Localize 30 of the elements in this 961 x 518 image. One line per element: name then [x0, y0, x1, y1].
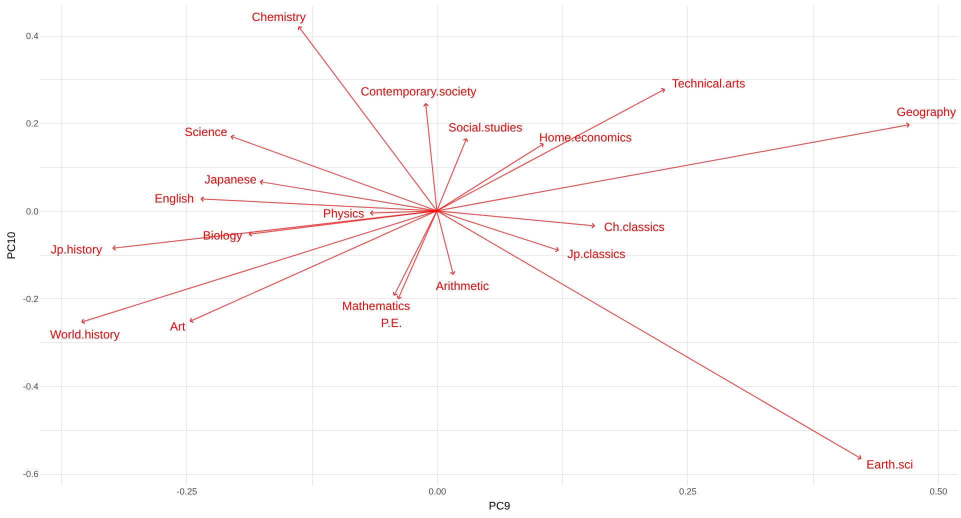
data-label: Earth.sci — [866, 458, 914, 472]
x-axis-title: PC9 — [488, 500, 510, 512]
data-label: Chemistry — [252, 10, 306, 24]
y-tick-label: 0.2 — [26, 118, 38, 129]
data-label: Science — [184, 125, 228, 140]
data-label: Arithmetic — [436, 279, 490, 294]
y-tick-label: 0.0 — [26, 206, 38, 216]
x-tick-label: 0.00 — [428, 486, 446, 496]
data-label: P.E. — [380, 316, 402, 330]
data-label: Jp.classics — [567, 246, 626, 261]
data-label: English — [154, 191, 194, 206]
data-label: Physics — [322, 206, 364, 220]
data-label: Jp.history — [50, 242, 102, 257]
data-label: Ch.classics — [604, 220, 665, 234]
data-label: Art — [170, 319, 186, 334]
x-tick-label: 0.25 — [679, 486, 697, 496]
data-label: Japanese — [204, 172, 257, 187]
data-label: Technical.arts — [672, 76, 746, 91]
x-tick-label: 0.50 — [930, 486, 948, 496]
y-tick-label: -0.6 — [22, 469, 38, 480]
y-tick-label: 0.4 — [26, 31, 38, 42]
y-tick-label: -0.4 — [22, 382, 38, 392]
data-label: Social.studies — [448, 120, 522, 134]
y-axis-title: PC10 — [6, 232, 18, 260]
data-label: Contemporary.society — [360, 84, 476, 98]
data-label: Geography — [896, 105, 956, 119]
x-tick-label: -0.25 — [176, 486, 198, 496]
data-label: World.history — [50, 328, 120, 342]
y-tick-label: -0.2 — [22, 294, 38, 304]
data-label: Mathematics — [342, 299, 410, 314]
